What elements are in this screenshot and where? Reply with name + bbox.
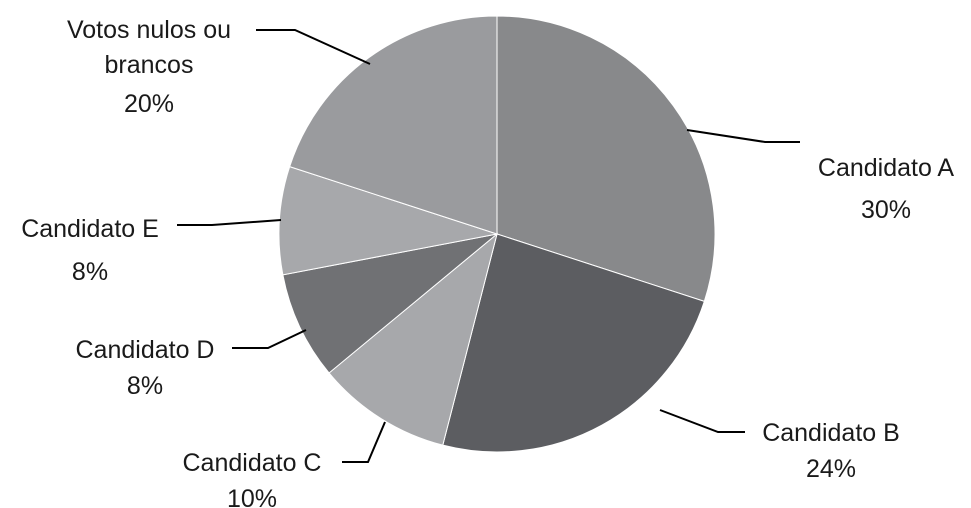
leader-line-candidato-e	[177, 219, 282, 226]
leader-line-votos-nulos-ou-brancos	[256, 29, 371, 65]
pie-slice-candidato-a	[496, 15, 716, 303]
slice-value-candidato-c: 10%	[227, 485, 277, 508]
slice-label-votos-nulos-ou-brancos-line-2: brancos	[105, 51, 194, 79]
slice-value-candidato-a: 30%	[861, 196, 911, 224]
slice-value-candidato-b: 24%	[806, 455, 856, 483]
slice-label-candidato-b: Candidato B	[762, 419, 900, 447]
pie-slice-candidato-c	[328, 232, 498, 446]
leader-line-candidato-d	[232, 329, 307, 349]
slice-value-votos-nulos-ou-brancos: 20%	[124, 90, 174, 118]
slice-label-candidato-d: Candidato D	[76, 336, 215, 364]
pie-slice-candidato-d	[282, 233, 498, 374]
slice-label-candidato-c: Candidato C	[183, 449, 322, 477]
slice-value-candidato-d: 8%	[127, 372, 163, 400]
slice-label-candidato-e: Candidato E	[21, 215, 159, 243]
slice-value-candidato-e: 8%	[72, 258, 108, 286]
slice-label-candidato-a: Candidato A	[818, 154, 955, 182]
slice-labels: Candidato A 30% Candidato B 24% Candidato C 1…	[21, 16, 954, 508]
leader-lines	[177, 29, 800, 463]
leader-line-candidato-a	[686, 129, 800, 143]
pie-slice-candidato-b	[442, 233, 705, 453]
pie-slice-votos-nulos-ou-brancos	[289, 15, 498, 235]
pie-slices	[278, 15, 716, 453]
leader-line-candidato-c	[342, 421, 386, 463]
leader-line-candidato-b	[659, 409, 745, 433]
slice-label-votos-nulos-ou-brancos-line-1: Votos nulos ou	[67, 16, 231, 44]
